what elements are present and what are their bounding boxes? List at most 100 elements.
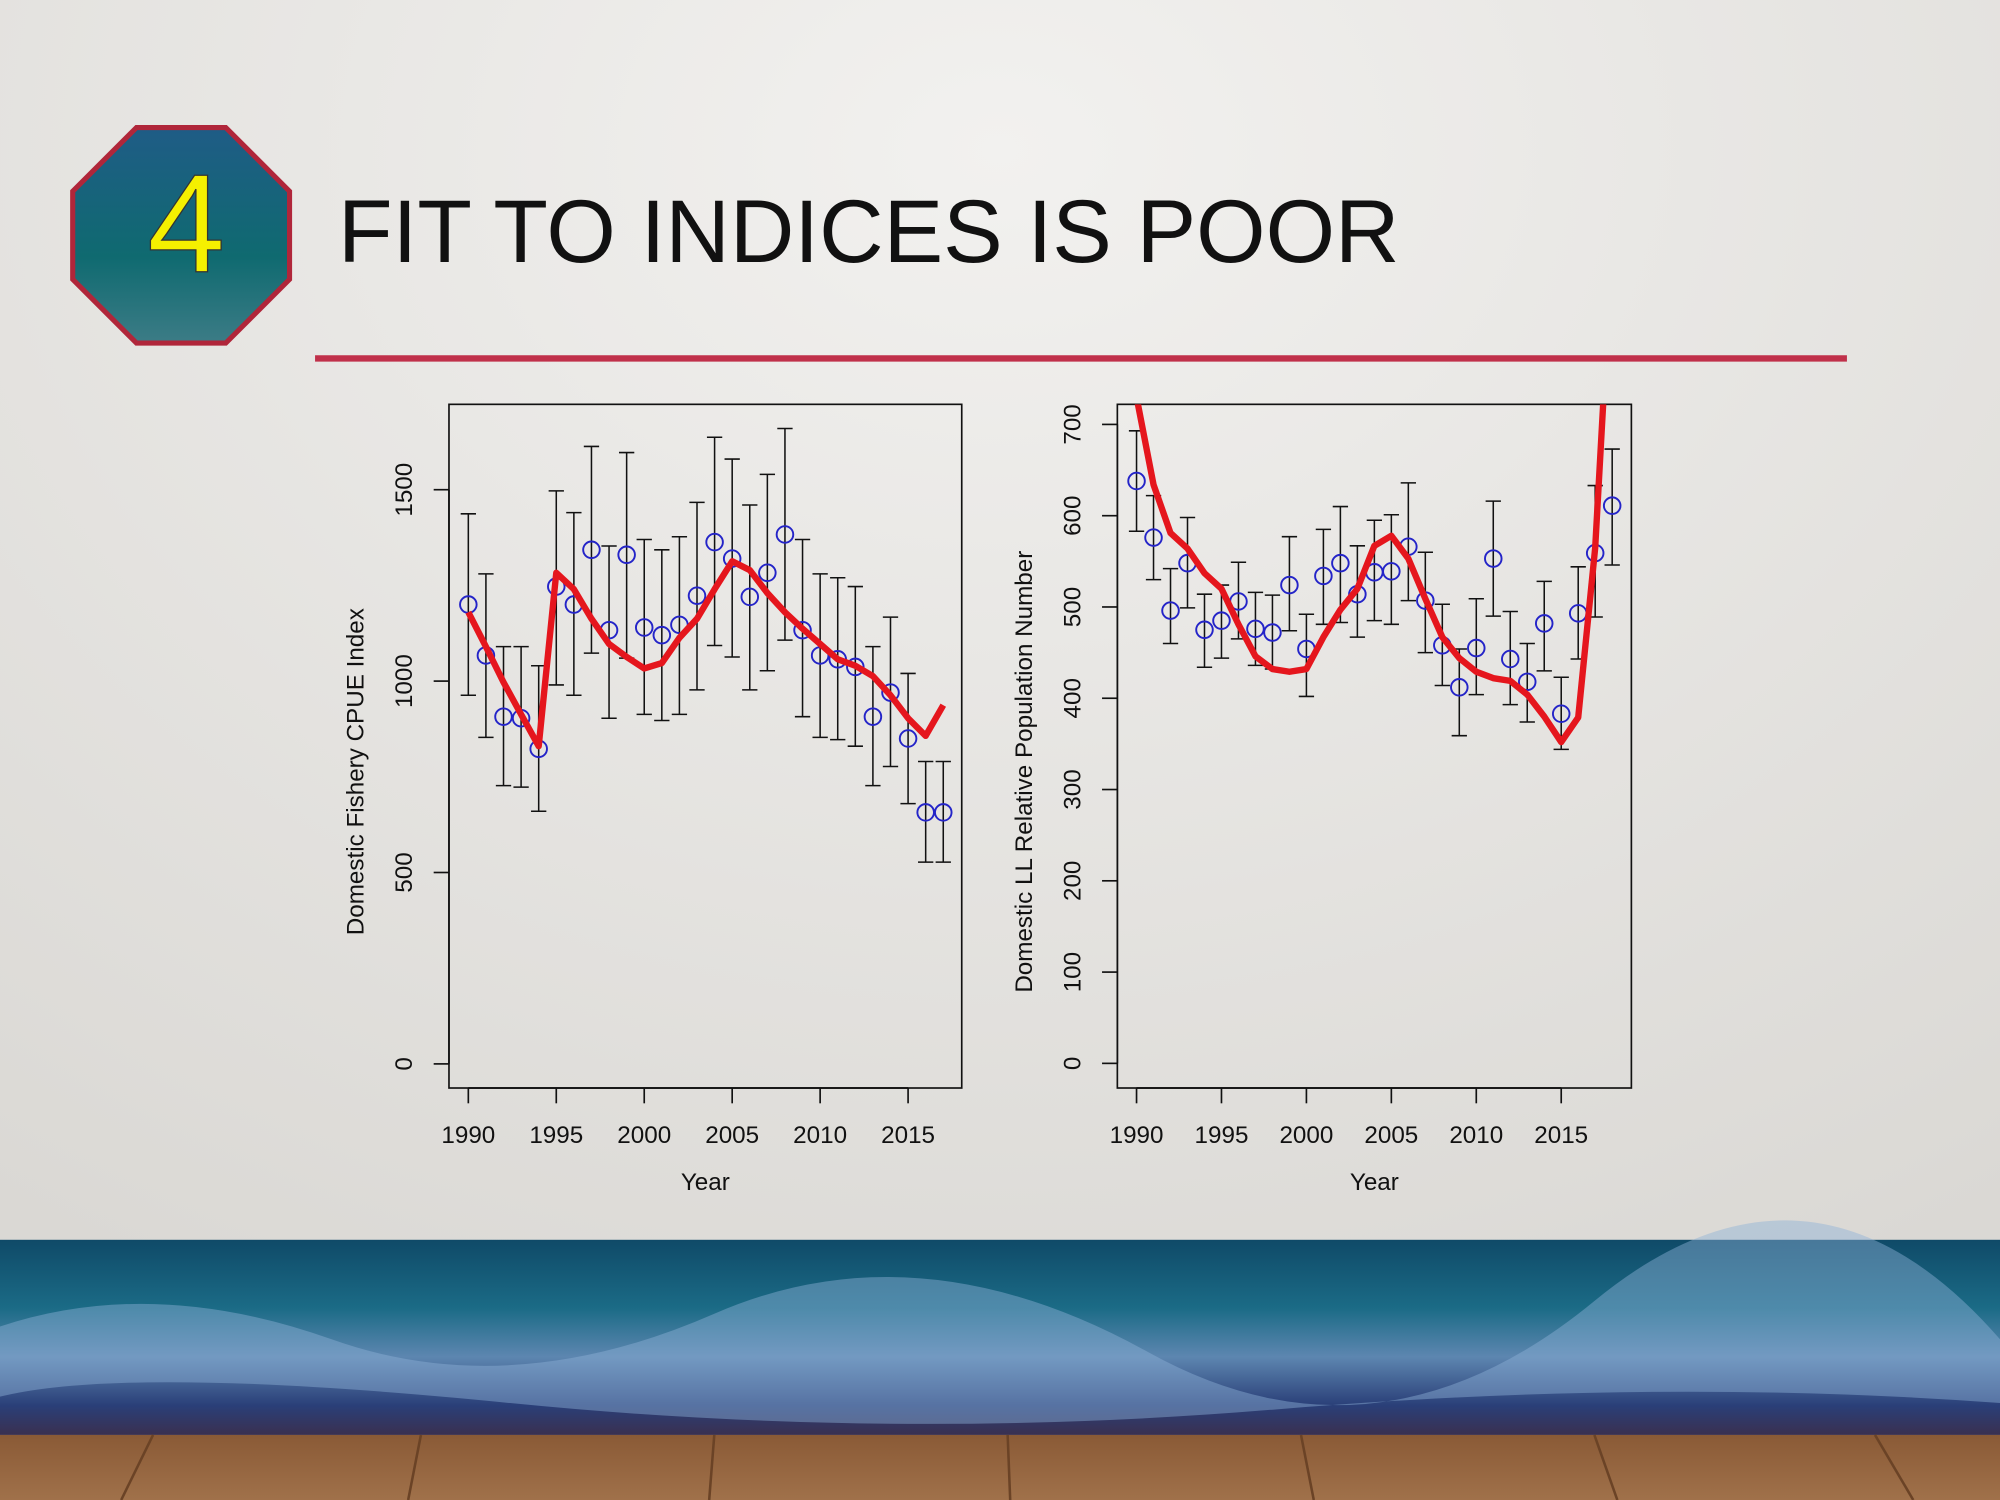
- error-bar: [1179, 516, 1196, 609]
- y-axis-title: Domestic Fishery CPUE Index: [343, 608, 370, 935]
- chart: 1990 1995 2000 2005 2010 2015 0 500 1000 1500 Year…: [343, 403, 963, 1196]
- x-tick-label: 1995: [529, 1122, 583, 1149]
- data-point: [863, 707, 883, 726]
- y-axis-title: Domestic LL Relative Population Number: [1011, 551, 1038, 993]
- data-point: [758, 563, 777, 583]
- error-bar: [1502, 610, 1518, 706]
- y-tick-label: 500: [1059, 587, 1086, 627]
- error-bar: [1468, 597, 1484, 696]
- data-point: [494, 707, 513, 726]
- data-point: [881, 683, 900, 702]
- chart: 1990 1995 2000 2005 2010 2015 0 100 200 300 400 500…: [1011, 403, 1633, 1196]
- x-axis-title: Year: [1350, 1169, 1399, 1196]
- badge: [70, 125, 293, 346]
- data-point: [1551, 704, 1571, 724]
- data-point: [634, 618, 654, 637]
- data-point: [687, 586, 707, 605]
- data-point: [1534, 614, 1554, 633]
- error-bar: [1298, 613, 1315, 698]
- floor: [0, 1434, 2000, 1500]
- x-axis-title: Year: [681, 1169, 730, 1196]
- error-bar: [654, 549, 670, 722]
- data-point: [898, 729, 918, 748]
- error-bar: [478, 573, 494, 739]
- data-point: [916, 803, 935, 822]
- x-tick-label: 2000: [1279, 1122, 1333, 1149]
- error-bar: [724, 458, 740, 658]
- error-bar: [1281, 535, 1298, 632]
- x-tick-label: 2015: [881, 1122, 935, 1149]
- error-bar: [935, 760, 951, 863]
- error-bar: [671, 536, 688, 716]
- data-point: [1280, 575, 1299, 595]
- y-tick-label: 400: [1059, 678, 1086, 718]
- data-point: [793, 620, 812, 640]
- x-tick-label: 2005: [1364, 1122, 1418, 1149]
- data-point: [1501, 649, 1520, 669]
- floor-boards: [120, 1434, 1915, 1500]
- x-tick-label: 2005: [705, 1122, 759, 1149]
- error-bar: [1366, 519, 1383, 622]
- y-tick-label: 200: [1059, 861, 1086, 901]
- error-bar: [1162, 567, 1179, 645]
- data-point: [1450, 678, 1469, 697]
- data-point: [1144, 528, 1163, 547]
- x-tick-label: 1995: [1195, 1122, 1249, 1149]
- data-point: [1161, 601, 1180, 620]
- x-tick-label: 2015: [1534, 1122, 1588, 1149]
- y-tick-label: 600: [1059, 495, 1086, 535]
- data-point: [740, 587, 760, 607]
- error-bar: [1519, 642, 1535, 723]
- error-bar: [865, 645, 881, 787]
- fit-line: [1134, 404, 1607, 746]
- data-point: [1212, 611, 1231, 630]
- slide-title: FIT TO INDICES IS POOR: [338, 181, 1399, 281]
- data-point: [1484, 549, 1503, 568]
- y-tick-label: 700: [1059, 404, 1086, 444]
- data-point: [1517, 672, 1537, 692]
- error-bar: [1485, 500, 1501, 617]
- error-bar: [918, 760, 934, 863]
- data-point: [705, 532, 724, 552]
- data-point: [1127, 471, 1146, 491]
- data-point: [1314, 566, 1333, 586]
- error-bar: [689, 501, 705, 691]
- data-point: [1331, 553, 1350, 573]
- error-bar: [706, 436, 723, 647]
- data-point: [1382, 562, 1401, 581]
- data-point: [1602, 496, 1622, 515]
- data-point: [1467, 638, 1486, 658]
- data-point: [1195, 620, 1214, 640]
- error-bar: [636, 538, 652, 716]
- error-bar: [601, 545, 617, 719]
- data-point: [934, 803, 953, 822]
- y-tick-label: 1500: [391, 463, 418, 517]
- x-tick-label: 1990: [1110, 1122, 1164, 1149]
- data-point: [617, 545, 636, 565]
- x-tick-label: 1990: [441, 1122, 495, 1149]
- error-bar: [1400, 482, 1416, 602]
- error-bar: [900, 672, 916, 805]
- y-tick-label: 100: [1059, 952, 1086, 992]
- error-bar: [1434, 603, 1450, 687]
- wave: [0, 1220, 2000, 1424]
- data-point: [1246, 619, 1265, 639]
- error-bar: [777, 427, 793, 641]
- sea-band: [0, 1239, 2000, 1435]
- data-point: [582, 540, 601, 560]
- data-point: [652, 625, 672, 645]
- error-bar: [495, 645, 512, 787]
- data-point: [775, 525, 795, 544]
- error-bar: [812, 573, 828, 739]
- error-bar: [1536, 580, 1552, 672]
- y-tick-label: 0: [391, 1057, 418, 1070]
- error-bar: [566, 511, 582, 697]
- fit-line: [465, 558, 947, 750]
- error-bar: [742, 504, 758, 691]
- badge-number: 4: [147, 145, 225, 302]
- x-tick-label: 2010: [1449, 1122, 1503, 1149]
- error-bar: [1196, 593, 1213, 668]
- x-tick-label: 2000: [617, 1122, 671, 1149]
